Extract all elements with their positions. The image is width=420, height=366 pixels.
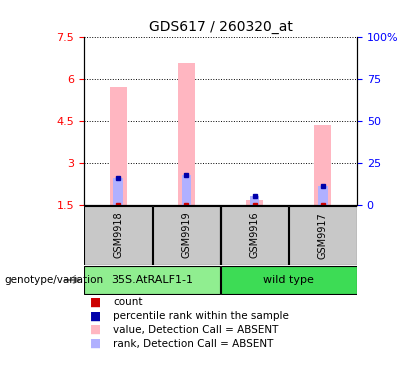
Text: GSM9919: GSM9919: [181, 212, 192, 258]
Bar: [152, 206, 220, 265]
Text: ■: ■: [90, 295, 101, 309]
Text: 35S.AtRALF1-1: 35S.AtRALF1-1: [111, 275, 193, 285]
Title: GDS617 / 260320_at: GDS617 / 260320_at: [149, 20, 292, 34]
Bar: [318, 186, 328, 205]
Bar: [221, 206, 289, 265]
Bar: [246, 200, 263, 205]
Text: GSM9917: GSM9917: [318, 212, 328, 258]
Bar: [84, 206, 152, 265]
Text: value, Detection Call = ABSENT: value, Detection Call = ABSENT: [113, 325, 279, 335]
Text: percentile rank within the sample: percentile rank within the sample: [113, 311, 289, 321]
Text: wild type: wild type: [263, 275, 314, 285]
Text: GSM9918: GSM9918: [113, 212, 123, 258]
Bar: [110, 86, 127, 205]
Text: GSM9916: GSM9916: [249, 212, 260, 258]
Bar: [289, 206, 357, 265]
Text: genotype/variation: genotype/variation: [4, 275, 103, 285]
Bar: [182, 176, 191, 205]
Bar: [178, 63, 195, 205]
Text: ■: ■: [90, 309, 101, 322]
Bar: [314, 125, 331, 205]
Bar: [250, 196, 259, 205]
Text: ■: ■: [90, 337, 101, 350]
Bar: [221, 266, 357, 294]
Text: ■: ■: [90, 323, 101, 336]
Text: count: count: [113, 297, 143, 307]
Text: rank, Detection Call = ABSENT: rank, Detection Call = ABSENT: [113, 339, 274, 349]
Bar: [84, 266, 220, 294]
Bar: [113, 178, 123, 205]
